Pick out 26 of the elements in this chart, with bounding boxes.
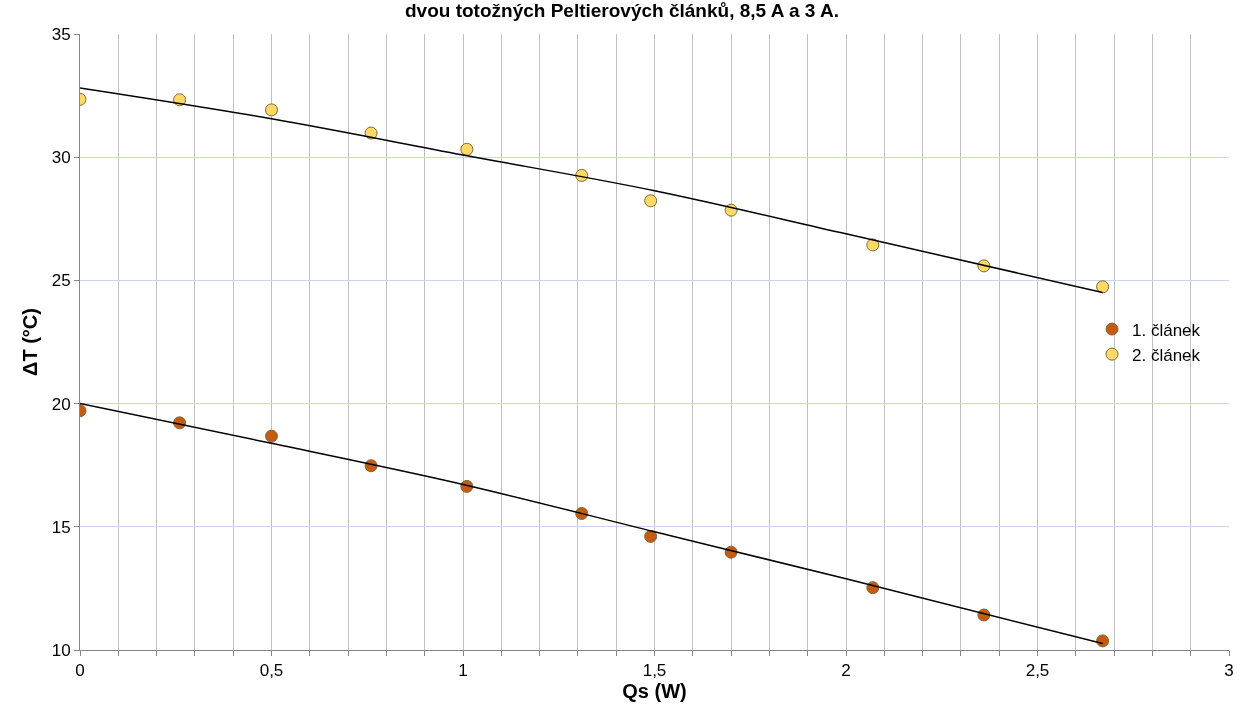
x-tick-label: 0,5 xyxy=(259,661,284,681)
x-tick-label: 1,5 xyxy=(642,661,667,681)
point xyxy=(644,194,658,208)
x-tick-label: 2,5 xyxy=(1025,661,1050,681)
y-tick-label: 25 xyxy=(51,271,71,291)
x-axis-title: Qs (W) xyxy=(622,680,687,703)
y-tick-label: 30 xyxy=(51,148,71,168)
x-tick-label: 3 xyxy=(1224,661,1234,681)
x-tick-label: 1 xyxy=(458,661,468,681)
y-tick-label: 20 xyxy=(51,394,71,414)
y-tick-label: 15 xyxy=(51,517,71,537)
point xyxy=(644,529,658,543)
y-axis-title: ΔT (°C) xyxy=(19,308,42,376)
point xyxy=(866,238,880,252)
legend-label: 2. článek xyxy=(1132,345,1201,365)
x-tick-label: 0 xyxy=(75,661,85,681)
y-tick-label: 10 xyxy=(51,640,71,660)
y-tick-label: 35 xyxy=(51,24,71,44)
legend-label: 1. článek xyxy=(1132,320,1201,340)
point xyxy=(460,142,474,156)
x-tick-label: 2 xyxy=(841,661,851,681)
point xyxy=(265,103,278,117)
chart-title: dvou totožných Peltierových článků, 8,5 A a 3 A. xyxy=(405,0,839,21)
point xyxy=(1096,634,1110,648)
point xyxy=(1096,280,1110,294)
point xyxy=(265,429,278,443)
